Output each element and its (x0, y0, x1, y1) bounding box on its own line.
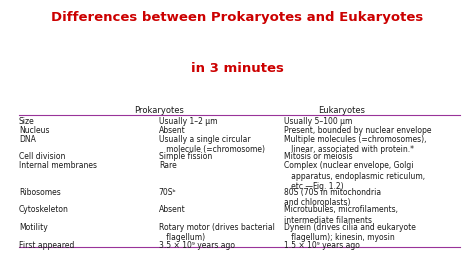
Text: Size: Size (19, 117, 35, 126)
Text: Absent: Absent (159, 205, 185, 214)
Text: 1.5 × 10⁹ years ago: 1.5 × 10⁹ years ago (284, 241, 360, 250)
Text: Internal membranes: Internal membranes (19, 161, 97, 170)
Text: Cell division: Cell division (19, 152, 65, 161)
Text: Simple fission: Simple fission (159, 152, 212, 161)
Text: DNA: DNA (19, 135, 36, 144)
Text: Mitosis or meiosis: Mitosis or meiosis (284, 152, 353, 161)
Text: Present, bounded by nuclear envelope: Present, bounded by nuclear envelope (284, 126, 432, 135)
Text: Nucleus: Nucleus (19, 126, 49, 135)
Text: 3.5 × 10⁹ years ago: 3.5 × 10⁹ years ago (159, 241, 235, 250)
Text: First appeared: First appeared (19, 241, 74, 250)
Text: Eukaryotes: Eukaryotes (318, 106, 365, 115)
Text: Complex (nuclear envelope, Golgi
   apparatus, endoplasmic reticulum,
   etc.—Fi: Complex (nuclear envelope, Golgi apparat… (284, 161, 426, 191)
Text: Usually 5–100 μm: Usually 5–100 μm (284, 117, 353, 126)
Text: Ribosomes: Ribosomes (19, 188, 61, 197)
Text: in 3 minutes: in 3 minutes (191, 62, 283, 75)
Text: Cytoskeleton: Cytoskeleton (19, 205, 69, 214)
Text: 80S (70S in mitochondria
and chloroplasts): 80S (70S in mitochondria and chloroplast… (284, 188, 382, 207)
Text: Prokaryotes: Prokaryotes (134, 106, 184, 115)
Text: Rare: Rare (159, 161, 176, 170)
Text: Differences between Prokaryotes and Eukaryotes: Differences between Prokaryotes and Euka… (51, 11, 423, 24)
Text: Motility: Motility (19, 223, 48, 232)
Text: Usually 1–2 μm: Usually 1–2 μm (159, 117, 217, 126)
Text: Usually a single circular
   molecule (=chromosome): Usually a single circular molecule (=chr… (159, 135, 265, 154)
Text: Absent: Absent (159, 126, 185, 135)
Text: 70Sᵇ: 70Sᵇ (159, 188, 176, 197)
Text: Multiple molecules (=chromosomes),
   linear, associated with protein.*: Multiple molecules (=chromosomes), linea… (284, 135, 427, 154)
Text: Microtubules, microfilaments,
intermediate filaments: Microtubules, microfilaments, intermedia… (284, 205, 399, 225)
Text: Dynein (drives cilia and eukaryote
   flagellum); kinesin, myosin: Dynein (drives cilia and eukaryote flage… (284, 223, 416, 243)
Text: Rotary motor (drives bacterial
   flagellum): Rotary motor (drives bacterial flagellum… (159, 223, 274, 243)
